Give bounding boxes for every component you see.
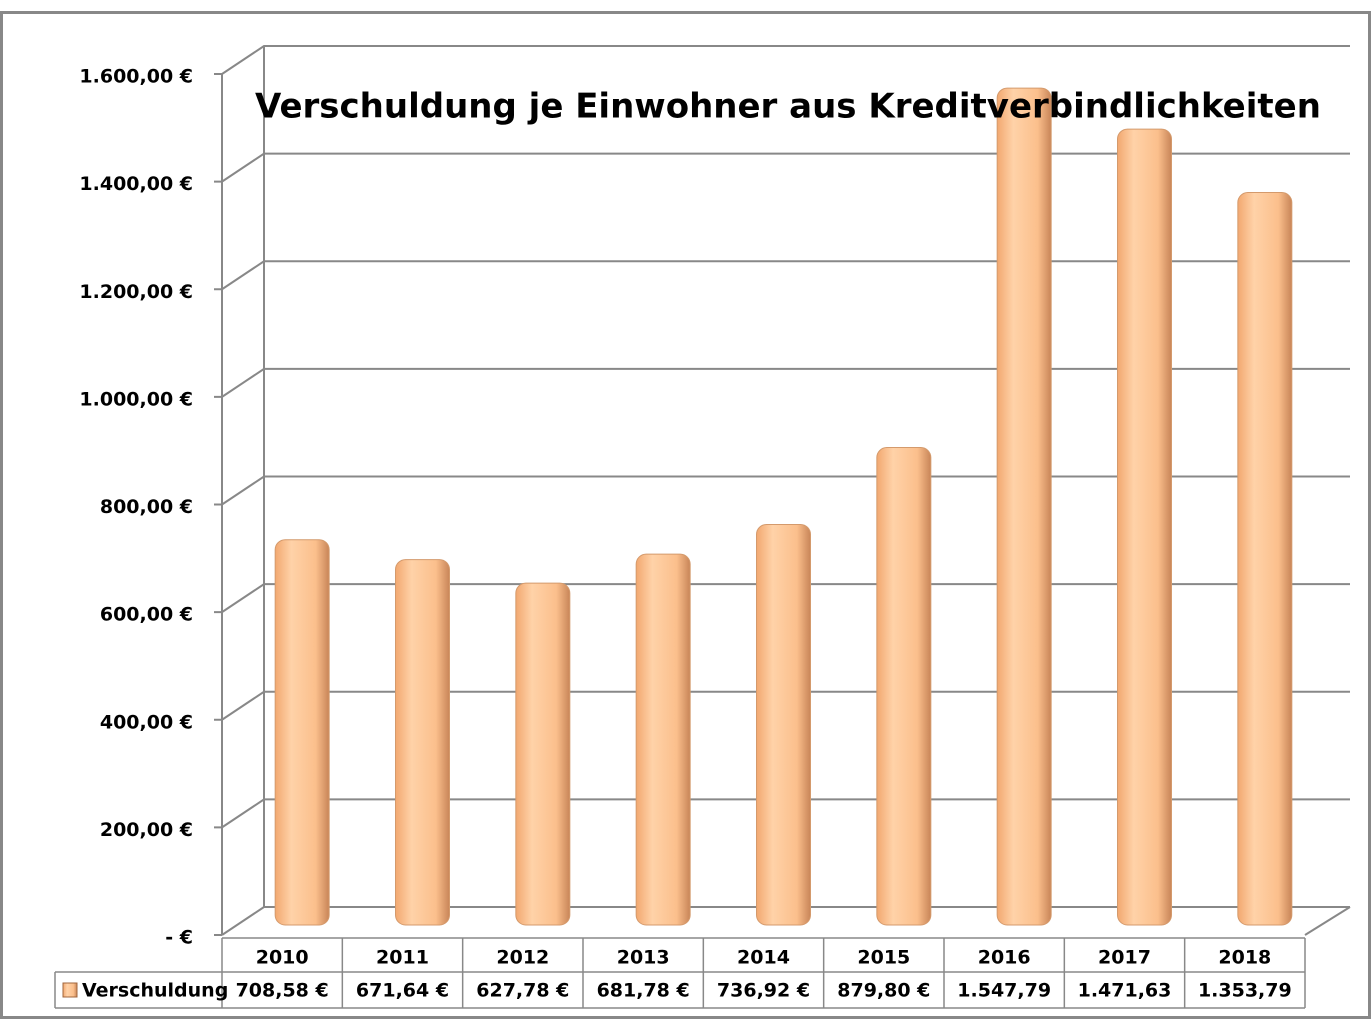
bars [274, 87, 1293, 926]
data-table-value: 736,92 € [717, 980, 810, 1002]
data-table-value: 627,78 € [476, 980, 569, 1002]
grid-line [221, 906, 1350, 936]
data-table-value: 681,78 € [597, 980, 690, 1002]
x-tick-label: 2015 [857, 947, 910, 969]
bar [1237, 191, 1293, 926]
data-table-value: 708,58 € [236, 980, 329, 1002]
grid-line [221, 690, 1350, 721]
grid [54, 45, 1351, 1009]
grid-line [221, 583, 1350, 613]
grid-line [221, 367, 1350, 398]
grid-line [221, 798, 1350, 829]
y-tick-label: 800,00 € [100, 496, 193, 518]
bar [635, 553, 691, 926]
x-tick-label: 2018 [1218, 947, 1271, 969]
x-tick-label: 2012 [496, 947, 549, 969]
y-tick-label: 200,00 € [100, 819, 193, 841]
x-tick-label: 2010 [256, 947, 309, 969]
y-tick-label: 1.400,00 € [79, 173, 193, 195]
x-tick-label: 2016 [978, 947, 1031, 969]
legend-label: Verschuldung [82, 980, 228, 1002]
chart-title: Verschuldung je Einwohner aus Kreditverb… [255, 87, 1321, 127]
y-tick-label: 1.200,00 € [79, 281, 193, 303]
grid-line [221, 152, 1350, 183]
floor-edge [1304, 906, 1351, 936]
y-tick-label: 400,00 € [100, 711, 193, 733]
x-tick-label: 2011 [376, 947, 429, 969]
x-tick-label: 2017 [1098, 947, 1151, 969]
y-tick-label: 600,00 € [100, 604, 193, 626]
data-table-value: 879,80 € [837, 980, 930, 1002]
x-tick-label: 2014 [737, 947, 790, 969]
grid-line [221, 475, 1350, 506]
y-tick-label: 1.000,00 € [79, 388, 193, 410]
grid-line [221, 45, 1350, 75]
bar [274, 539, 330, 926]
y-tick-label: - € [165, 927, 193, 949]
bar [996, 87, 1052, 926]
grid-line [221, 260, 1350, 291]
bar [756, 523, 811, 926]
data-table-value: 1.353,79 [1198, 980, 1292, 1002]
data-table-value: 1.547,79 [957, 980, 1051, 1002]
bar [395, 559, 450, 926]
x-tick-label: 2013 [617, 947, 670, 969]
bar [876, 447, 932, 926]
data-table-value: 1.471,63 [1078, 980, 1172, 1002]
legend-key [62, 982, 78, 998]
bar [515, 582, 571, 926]
frame [0, 11, 1371, 1019]
y-tick-label: 1.600,00 € [79, 66, 193, 88]
bar [1117, 128, 1172, 926]
data-table-value: 671,64 € [356, 980, 449, 1002]
